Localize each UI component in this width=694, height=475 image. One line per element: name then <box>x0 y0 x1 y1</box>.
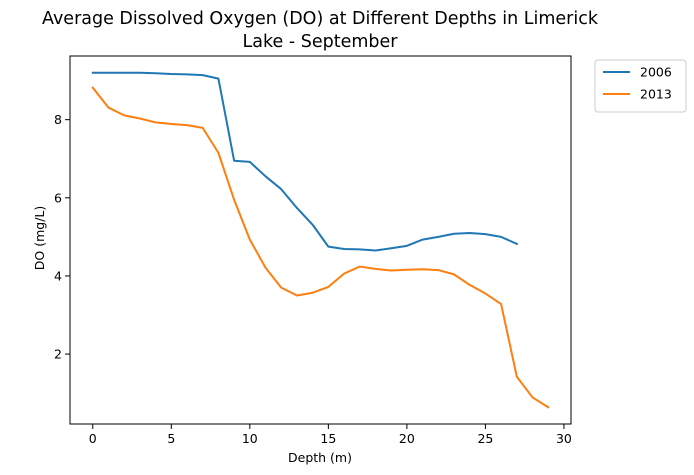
chart-title-line-2: Lake - September <box>243 32 399 52</box>
x-tick-label: 5 <box>167 431 175 446</box>
plot-lines <box>91 71 550 409</box>
x-tick-label: 25 <box>477 431 493 446</box>
x-tick-label: 15 <box>320 431 336 446</box>
plot-frame <box>69 55 572 425</box>
x-axis-label: Depth (m) <box>288 450 352 465</box>
y-tick-label: 2 <box>54 347 62 362</box>
x-tick-label: 10 <box>242 431 258 446</box>
y-axis-ticks: 2 4 6 8 <box>54 112 70 362</box>
x-tick-label: 20 <box>399 431 415 446</box>
legend-label-2006: 2006 <box>640 65 672 80</box>
x-tick-label: 30 <box>556 431 572 446</box>
y-tick-label: 6 <box>54 190 62 205</box>
y-tick-label: 8 <box>54 112 62 127</box>
y-tick-label: 4 <box>54 268 62 283</box>
series-line-2013 <box>91 86 550 409</box>
series-line-2006 <box>91 71 519 252</box>
legend: 2006 2013 <box>594 59 687 113</box>
chart-title-line-1: Average Dissolved Oxygen (DO) at Differe… <box>42 9 599 29</box>
y-axis-label: DO (mg/L) <box>32 206 47 270</box>
x-tick-label: 0 <box>89 431 97 446</box>
x-axis-ticks: 0 5 10 15 20 25 30 <box>89 424 572 446</box>
legend-label-2013: 2013 <box>640 87 672 102</box>
